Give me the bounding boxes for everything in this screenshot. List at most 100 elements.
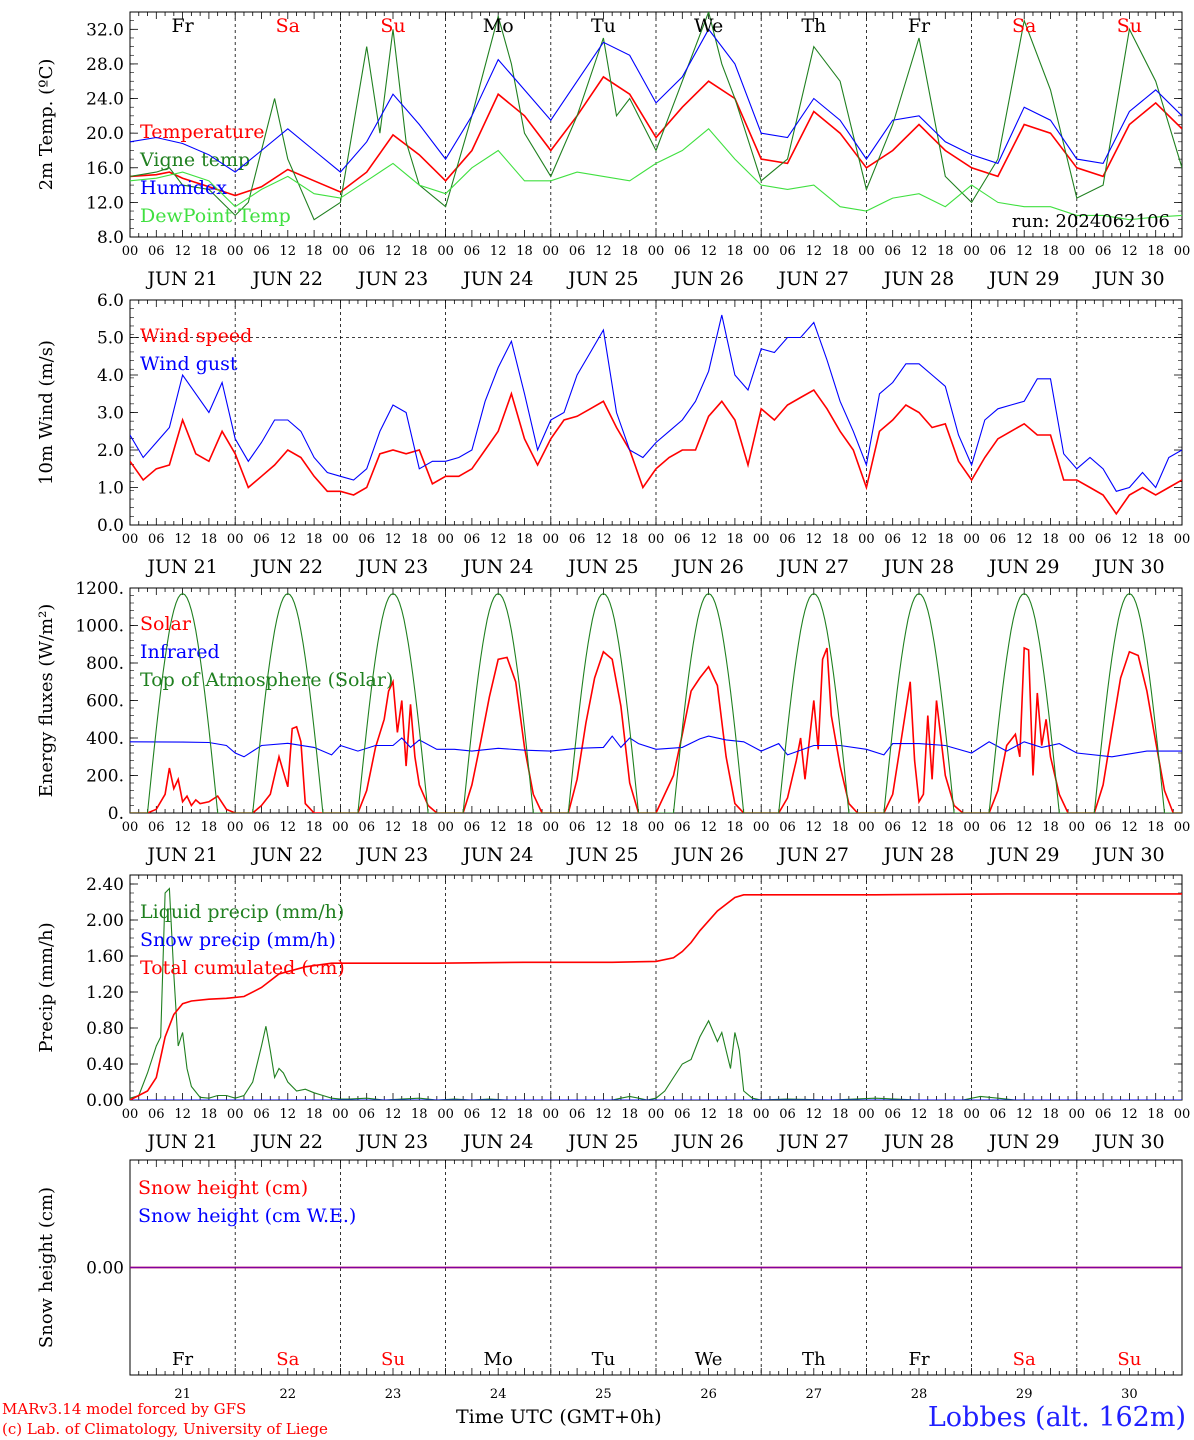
- hour-tick-label: 12: [490, 1107, 507, 1122]
- hour-tick-label: 12: [595, 1107, 612, 1122]
- hour-tick-label: 00: [858, 1107, 875, 1122]
- hour-tick-label: 18: [937, 1107, 954, 1122]
- hour-tick-label: 18: [832, 1107, 849, 1122]
- hour-tick-label: 00: [648, 244, 665, 259]
- hour-tick-label: 18: [516, 532, 533, 547]
- y-tick-label: 5.0: [97, 329, 124, 349]
- hour-tick-label: 12: [1016, 820, 1033, 835]
- y-tick-label: 4.0: [97, 366, 124, 386]
- hour-tick-label: 00: [1174, 244, 1191, 259]
- y-axis-label: Snow height (cm): [36, 1187, 57, 1348]
- hour-tick-label: 12: [1121, 244, 1138, 259]
- y-tick-label: 6.0: [97, 291, 124, 311]
- hour-tick-label: 00: [543, 1107, 560, 1122]
- hour-tick-label: 18: [832, 532, 849, 547]
- hour-tick-label: 00: [753, 244, 770, 259]
- day-name-bottom: Mo: [484, 1349, 513, 1370]
- hour-tick-label: 06: [253, 820, 270, 835]
- hour-tick-label: 06: [569, 244, 586, 259]
- hour-tick-label: 18: [411, 820, 428, 835]
- hour-tick-label: 06: [148, 532, 165, 547]
- date-label: JUN 30: [1092, 268, 1164, 290]
- legend-temperature: Temperature: [140, 121, 264, 143]
- day-number: 26: [700, 1387, 717, 1400]
- panel-2: 0.0 1.0 2.0 3.0 4.0 5.0 6.0 10m Wind (m/s) Wind …: [36, 291, 1190, 578]
- date-label: JUN 25: [566, 844, 638, 866]
- y-tick-label: 400.: [86, 729, 124, 749]
- date-label: JUN 25: [566, 1131, 638, 1153]
- legend-snow-height-cm-w-e-: Snow height (cm W.E.): [138, 1205, 356, 1227]
- date-label: JUN 21: [145, 268, 217, 290]
- y-tick-label: 600.: [86, 692, 124, 712]
- y-tick-label: 3.0: [97, 404, 124, 424]
- hour-tick-label: 12: [174, 820, 191, 835]
- day-name-top: Fr: [908, 15, 931, 37]
- hour-tick-label: 06: [464, 820, 481, 835]
- date-label: JUN 27: [777, 844, 849, 866]
- day-name-bottom: We: [695, 1349, 723, 1370]
- y-tick-label: 1.20: [86, 983, 124, 1003]
- hour-tick-label: 18: [516, 1107, 533, 1122]
- y-axis-label: 10m Wind (m/s): [36, 340, 57, 485]
- legend-infrared: Infrared: [140, 641, 220, 663]
- date-label: JUN 23: [356, 556, 428, 578]
- hour-tick-label: 06: [1095, 1107, 1112, 1122]
- hour-tick-label: 00: [963, 244, 980, 259]
- hour-tick-label: 00: [437, 1107, 454, 1122]
- hour-tick-label: 00: [1069, 820, 1086, 835]
- hour-tick-label: 18: [727, 820, 744, 835]
- hour-tick-label: 06: [464, 1107, 481, 1122]
- hour-tick-label: 12: [1016, 244, 1033, 259]
- date-label: JUN 25: [566, 268, 638, 290]
- hour-tick-label: 00: [753, 820, 770, 835]
- hour-tick-label: 18: [727, 244, 744, 259]
- hour-tick-label: 00: [332, 820, 349, 835]
- hour-tick-label: 12: [280, 532, 297, 547]
- hour-tick-label: 18: [201, 820, 218, 835]
- hour-tick-label: 12: [385, 244, 402, 259]
- hour-tick-label: 12: [280, 244, 297, 259]
- hour-tick-label: 18: [411, 532, 428, 547]
- date-label: JUN 28: [882, 844, 954, 866]
- hour-tick-label: 00: [227, 1107, 244, 1122]
- panel-1: 8.0 12.0 16.0 20.0 24.0 28.0 32.0 2m Temp. (ºC)…: [36, 11, 1191, 290]
- day-name-top: We: [694, 15, 723, 37]
- series-line-total-cumulated-cm-: [130, 893, 1182, 1100]
- hour-tick-label: 18: [1042, 1107, 1059, 1122]
- hour-tick-label: 12: [385, 532, 402, 547]
- date-label: JUN 28: [882, 268, 954, 290]
- hour-tick-label: 00: [753, 1107, 770, 1122]
- series-line-dewpoint-temp: [130, 128, 1182, 221]
- y-tick-label: 0.0: [97, 516, 124, 536]
- hour-tick-label: 12: [174, 532, 191, 547]
- hour-tick-label: 12: [490, 820, 507, 835]
- day-number: 29: [1016, 1387, 1033, 1400]
- date-label: JUN 26: [671, 844, 743, 866]
- hour-tick-label: 12: [911, 532, 928, 547]
- panel-3: 0. 200. 400. 600. 800. 1000. 1200. Energy fluxe…: [36, 579, 1190, 866]
- hour-tick-label: 18: [201, 244, 218, 259]
- hour-tick-label: 12: [280, 1107, 297, 1122]
- hour-tick-label: 06: [1095, 820, 1112, 835]
- hour-tick-label: 18: [201, 532, 218, 547]
- hour-tick-label: 00: [122, 244, 139, 259]
- day-name-top: Fr: [171, 15, 194, 37]
- legend-wind-gust: Wind gust: [140, 353, 238, 375]
- hour-tick-label: 12: [806, 820, 823, 835]
- hour-tick-label: 18: [621, 820, 638, 835]
- hour-tick-label: 12: [911, 244, 928, 259]
- date-label: JUN 26: [671, 1131, 743, 1153]
- hour-tick-label: 06: [1095, 532, 1112, 547]
- hour-tick-label: 06: [358, 820, 375, 835]
- y-tick-label: 28.0: [86, 55, 124, 75]
- hour-tick-label: 06: [464, 244, 481, 259]
- hour-tick-label: 12: [174, 1107, 191, 1122]
- hour-tick-label: 06: [990, 820, 1007, 835]
- x-axis-title: Time UTC (GMT+0h): [456, 1406, 662, 1428]
- hour-tick-label: 06: [990, 1107, 1007, 1122]
- day-number: 30: [1121, 1387, 1138, 1400]
- hour-tick-label: 12: [700, 244, 717, 259]
- hour-tick-label: 12: [1121, 532, 1138, 547]
- hour-tick-label: 12: [911, 820, 928, 835]
- hour-tick-label: 06: [253, 1107, 270, 1122]
